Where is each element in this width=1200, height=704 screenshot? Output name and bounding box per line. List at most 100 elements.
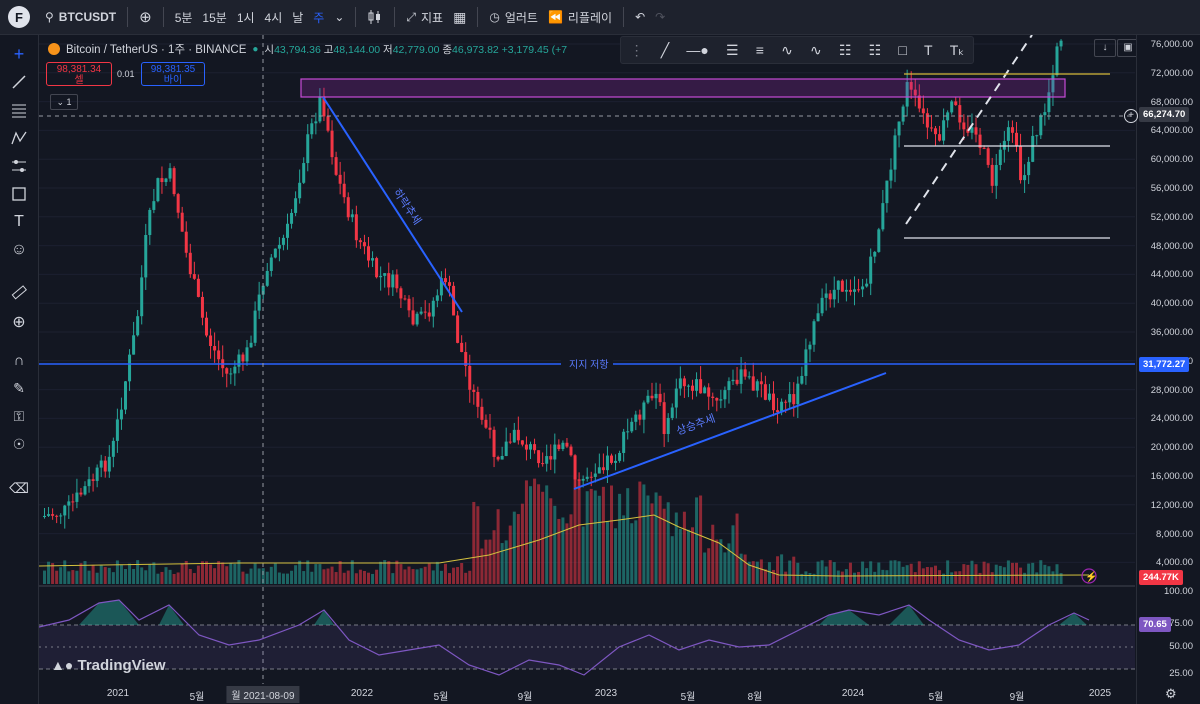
lightning-icon[interactable] [1081,568,1097,584]
forecast-icon[interactable] [8,155,30,177]
candle [869,256,873,284]
chart-canvas[interactable]: 하락추세 상승추세 지지 저항 ⚡ [39,35,1135,704]
pitchfork-icon[interactable]: ≡ [755,42,764,58]
candle [727,381,731,391]
pencil-lock-icon[interactable]: ✎ [13,379,25,396]
indicators-button[interactable]: ⤢ 지표 [401,0,448,34]
candle [630,421,634,432]
parallel-channel-icon[interactable]: ☰ [726,41,739,58]
interval-4h[interactable]: 4시 [264,10,283,25]
lock-icon[interactable]: ⚿ [13,407,25,424]
legend-collapse-button[interactable]: ⌄ 1 [50,94,78,110]
volume-bar [950,572,954,584]
price-range-icon[interactable]: ☷ [868,41,882,58]
trendline-icon[interactable]: ╱ [660,41,670,58]
emoji-icon[interactable]: ☺ [10,241,28,258]
shape-icon[interactable] [8,183,30,205]
volume-bar [994,564,998,584]
candle [820,297,824,314]
interval-5m[interactable]: 5분 [174,10,193,25]
interval-1w[interactable]: 주 [313,10,325,25]
candle [767,393,771,400]
interval-1h[interactable]: 1시 [236,10,255,25]
volume-bar [780,554,784,584]
volume-bar [476,506,480,584]
uptrend-line[interactable] [573,372,887,490]
add-price-alert-icon[interactable]: + [1124,109,1138,123]
candle [549,456,553,460]
price-tick: 52,000.00 [1150,211,1193,223]
interval-1d[interactable]: 날 [292,10,304,25]
symbol-search[interactable]: ⚲ BTCUSDT [40,0,121,34]
candle [998,149,1002,166]
text-note-icon[interactable]: Tₖ [949,41,965,58]
price-tick: 12,000.00 [1150,499,1193,511]
volume-bar [152,562,156,584]
price-tick: 8,000.00 [1156,528,1193,540]
download-button[interactable]: ↓ [1094,39,1116,57]
volume-bar [889,560,893,584]
volume-bar [1019,567,1023,584]
volume-bar [893,560,897,584]
zoom-icon[interactable]: ⊕ [12,314,26,331]
layouts-button[interactable]: ▦ [448,0,471,34]
candle [160,178,164,183]
candle [537,450,541,464]
volume-bar [407,566,411,584]
buy-button[interactable]: 98,381.35 바이 [141,62,205,86]
candle [269,257,273,271]
volume-bar [119,565,123,584]
fullscreen-icon: ▣ [1123,42,1133,53]
alert-button[interactable]: ◷ 얼러트 [484,0,543,34]
candle [857,289,861,291]
elliott-wave-icon[interactable]: ∿ [781,41,793,58]
lightning-glyph: ⚡ [1085,570,1097,583]
downtrend-line[interactable] [322,96,463,313]
pattern-icon[interactable] [8,127,30,149]
text-tool-icon[interactable]: T [14,213,24,230]
profile-avatar[interactable]: F [8,6,30,28]
candle [545,456,549,464]
fib-icon[interactable] [8,99,30,121]
volume-bar [751,561,755,584]
chart-area[interactable]: 하락추세 상승추세 지지 저항 ⚡ ▲● TradingView [39,35,1135,704]
undo-button[interactable]: ↶ [630,0,650,34]
sell-button[interactable]: 98,381.34 셀 [46,62,112,86]
horizontal-ray-icon[interactable]: —● [686,42,709,58]
volume-bar [674,512,678,584]
compare-button[interactable]: ⊕ [134,0,157,34]
price-scale[interactable]: 76,000.00 72,000.00 68,000.00 64,000.00 60,0… [1136,35,1200,704]
tv-logo-text: TradingView [77,657,166,674]
abcd-pattern-icon[interactable]: ∿ [809,41,822,58]
volume-bar [686,529,690,584]
interval-dropdown[interactable]: ⌄ [329,0,349,34]
trendline-icon[interactable] [8,71,30,93]
volume-bar [978,572,982,584]
settings-icon[interactable]: ⚙ [1165,686,1177,701]
ruler-icon[interactable] [8,281,30,303]
text-icon[interactable]: T [924,42,933,58]
volume-bar [816,561,820,584]
resistance-zone[interactable] [300,78,1066,98]
replay-button[interactable]: ⏪ 리플레이 [543,0,617,34]
trash-icon[interactable]: ⌫ [9,479,29,496]
volume-bar [314,564,318,584]
candle [938,134,942,141]
volume-bar [1023,572,1027,584]
date-range-icon[interactable]: ☷ [838,41,852,58]
candle [391,274,395,288]
magnet-icon[interactable]: ∩ [13,351,25,369]
candle [1002,140,1006,150]
eye-icon[interactable]: ☉ [12,435,26,452]
redo-button[interactable]: ↷ [650,0,670,34]
volume-bar [792,556,796,584]
chart-type-button[interactable] [362,0,388,34]
crosshair-icon[interactable]: + [13,43,25,64]
volume-bar [727,543,731,584]
volume-bar [986,563,990,584]
drag-handle-icon[interactable]: ⋮ [629,41,644,58]
time-axis[interactable]: 2021 5월 2022 5월 9월 2023 5월 8월 2024 5월 9월… [39,684,1135,704]
rectangle-icon[interactable]: □ [898,42,907,58]
interval-15m[interactable]: 15분 [202,10,227,25]
dashed-trend-line[interactable] [905,35,1033,225]
